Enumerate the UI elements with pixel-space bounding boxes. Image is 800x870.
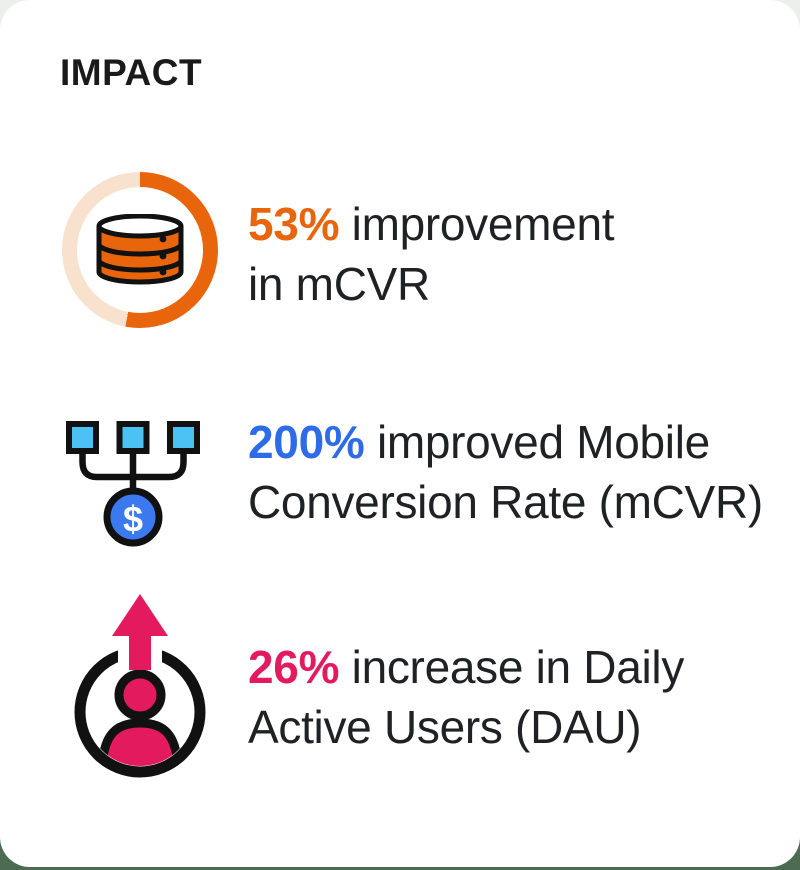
stat-line-2: Active Users (DAU) bbox=[248, 701, 642, 753]
stat-line-1: 26% increase in Daily bbox=[248, 637, 684, 697]
stat-line-2: Conversion Rate (mCVR) bbox=[248, 476, 763, 528]
up-arrow-icon bbox=[112, 594, 168, 670]
stat-label: improvement bbox=[351, 198, 615, 250]
dollar-sign-icon: $ bbox=[123, 499, 143, 540]
stat-value: 26% bbox=[248, 641, 340, 693]
stat-line-1: 200% improved Mobile bbox=[248, 412, 763, 472]
progress-ring bbox=[62, 172, 218, 328]
stat-line-2: in mCVR bbox=[248, 258, 430, 310]
stat-value: 200% bbox=[248, 416, 365, 468]
user-growth-icon bbox=[74, 594, 206, 778]
stat-text-dau-increase: 26% increase in Daily Active Users (DAU) bbox=[248, 637, 684, 757]
stat-text-mcvr-improvement: 53% improvement in mCVR bbox=[248, 194, 615, 314]
stat-value: 53% bbox=[248, 198, 340, 250]
person-icon bbox=[97, 669, 183, 766]
stat-text-mobile-conversion: 200% improved Mobile Conversion Rate (mC… bbox=[248, 412, 763, 532]
stat-label: increase in Daily bbox=[351, 641, 685, 693]
stat-line-1: 53% improvement bbox=[248, 194, 615, 254]
database-icon bbox=[96, 214, 184, 285]
stat-label: improved Mobile bbox=[376, 416, 710, 468]
section-heading: IMPACT bbox=[60, 52, 203, 93]
revenue-merge-icon: $ bbox=[66, 421, 200, 547]
